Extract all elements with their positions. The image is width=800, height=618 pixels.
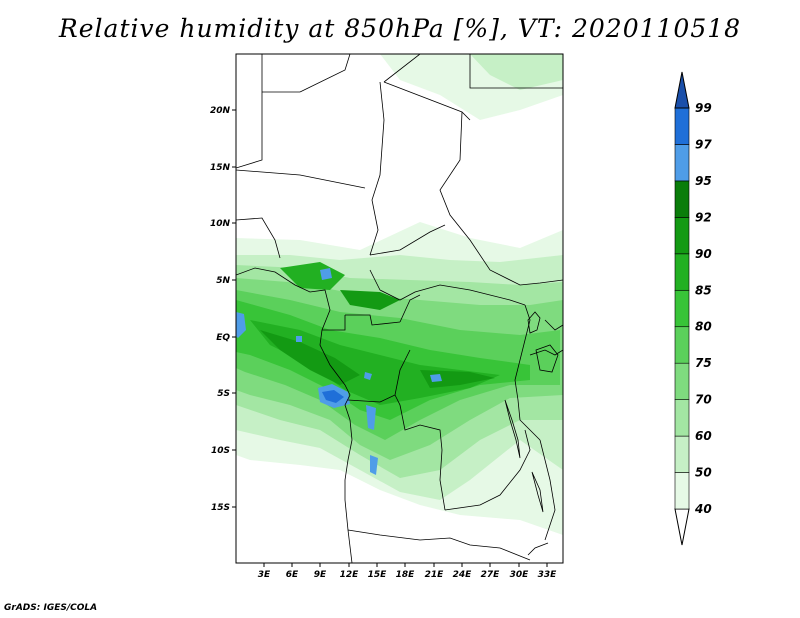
colorbar-arrow-high: [674, 71, 690, 109]
lat-label-5n: 5N: [216, 276, 230, 286]
lat-label-10s: 10S: [211, 446, 230, 456]
lat-label-20n: 20N: [210, 106, 231, 116]
colorbar-segment: [674, 435, 690, 473]
country-borders: [236, 54, 563, 563]
lon-label-33e: 33E: [538, 570, 558, 580]
colorbar-segment: [674, 399, 690, 437]
lat-axis: 20N 15N 10N 5N EQ 5S 10S 15S: [210, 106, 231, 513]
colorbar-label: 80: [695, 320, 712, 334]
colorbar-label: 92: [695, 210, 712, 224]
colorbar-label: 60: [695, 429, 712, 443]
lat-label-15s: 15S: [211, 503, 230, 513]
colorbar-segment: [674, 107, 690, 145]
lakes: [504, 311, 559, 556]
lon-label-6e: 6E: [286, 570, 299, 580]
colorbar-segment: [674, 253, 690, 291]
colorbar-segment: [674, 289, 690, 328]
lon-label-18e: 18E: [396, 570, 416, 580]
lon-label-24e: 24E: [453, 570, 473, 580]
colorbar-segment: [674, 362, 690, 400]
credit-label: GrADS: IGES/COLA: [4, 603, 98, 613]
colorbar-label: 50: [695, 466, 712, 480]
colorbar-segment: [674, 326, 690, 364]
lat-label-15n: 15N: [210, 163, 231, 173]
colorbar-segment: [674, 144, 690, 182]
humidity-field: [236, 54, 563, 535]
colorbar-label: 85: [695, 283, 712, 297]
colorbar-segment: [674, 217, 690, 255]
lon-label-21e: 21E: [425, 570, 445, 580]
lon-label-12e: 12E: [340, 570, 360, 580]
colorbar-label: 95: [695, 174, 712, 188]
lat-label-eq: EQ: [216, 333, 230, 343]
colorbar-label: 99: [695, 101, 712, 115]
colorbar-label: 40: [694, 502, 712, 516]
colorbar-segment: [674, 180, 690, 218]
colorbar-label: 90: [695, 247, 712, 261]
lat-label-10n: 10N: [210, 219, 231, 229]
lon-label-27e: 27E: [481, 570, 501, 580]
colorbar: 40 50 60 70 75 80 85 90 92 95 97 99: [674, 71, 712, 546]
lon-label-30e: 30E: [510, 570, 530, 580]
lon-axis: 3E 6E 9E 12E 15E 18E 21E 24E 27E 30E 33E: [258, 570, 557, 580]
chart-title: Relative humidity at 850hPa [%], VT: 202…: [58, 14, 742, 43]
colorbar-segment: [674, 472, 690, 510]
lon-label-3e: 3E: [258, 570, 271, 580]
colorbar-label: 75: [695, 356, 712, 370]
lon-label-9e: 9E: [314, 570, 327, 580]
colorbar-label: 70: [695, 393, 712, 407]
lon-label-15e: 15E: [368, 570, 388, 580]
colorbar-arrow-low: [674, 508, 690, 546]
lat-label-5s: 5S: [217, 389, 230, 399]
map-frame: [235, 53, 564, 564]
colorbar-label: 97: [695, 137, 712, 151]
